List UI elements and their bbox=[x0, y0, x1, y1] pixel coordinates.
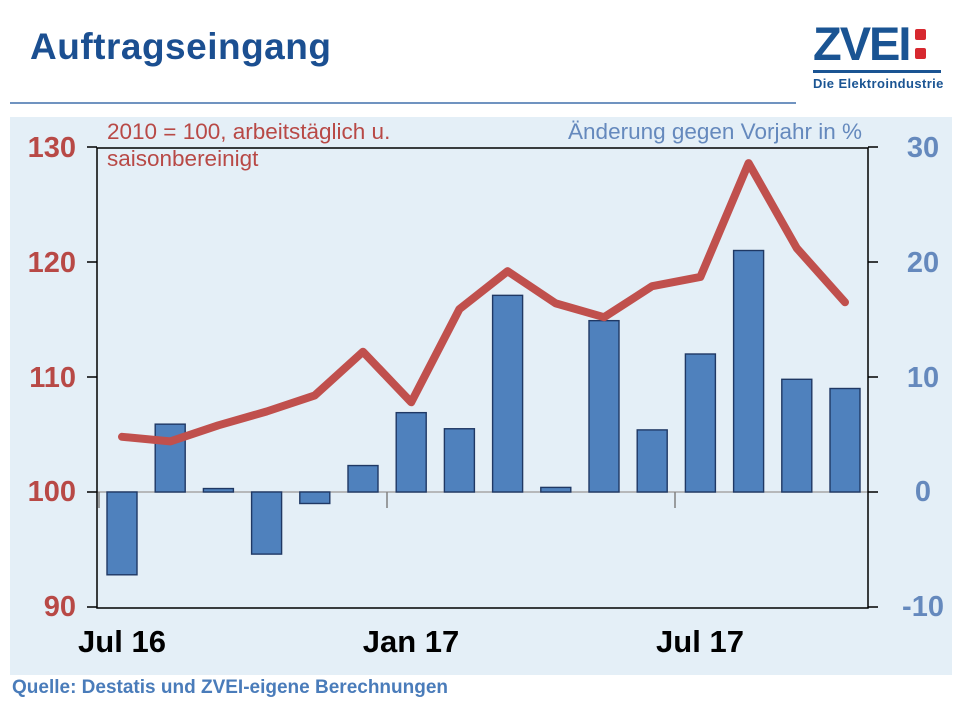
bar-Jul 16 bbox=[106, 491, 138, 576]
bar-Nov 16 bbox=[299, 491, 331, 505]
logo-rule bbox=[813, 70, 941, 73]
y-left-tick-label: 100 bbox=[27, 476, 76, 508]
x-tick-label: Jan 17 bbox=[362, 624, 460, 659]
y-right-tick-label: -10 bbox=[902, 591, 944, 623]
bar-Aug 17 bbox=[732, 249, 765, 493]
title-rule bbox=[10, 102, 796, 104]
y-left-tick-label: 90 bbox=[43, 591, 76, 623]
bar-Jul 17 bbox=[684, 353, 717, 493]
left-axis-note: 2010 = 100, arbeitstäglich u. saisonbere… bbox=[107, 119, 391, 171]
index-line bbox=[118, 159, 849, 446]
zvei-colon-icon bbox=[915, 29, 927, 59]
bar-Mrz 17 bbox=[491, 294, 524, 493]
bar-Feb 17 bbox=[443, 428, 476, 493]
y-left-tick-label: 130 bbox=[27, 132, 76, 164]
y-right-tick-label: 10 bbox=[906, 362, 940, 394]
zvei-wordmark: ZVEI bbox=[813, 17, 911, 70]
bar-Mai 17 bbox=[588, 319, 620, 493]
y-right-tick-label: 0 bbox=[914, 476, 932, 508]
y-left-tick-label: 110 bbox=[29, 362, 76, 394]
bar-Okt 17 bbox=[829, 387, 861, 493]
page-title: Auftragseingang bbox=[30, 26, 332, 67]
bar-Sep 16 bbox=[202, 487, 235, 493]
right-axis-note: Änderung gegen Vorjahr in % bbox=[568, 119, 862, 144]
chart-plot bbox=[87, 146, 878, 609]
y-right-tick-label: 30 bbox=[906, 132, 940, 164]
x-tick-label: Jul 16 bbox=[78, 624, 166, 659]
bar-Okt 16 bbox=[250, 491, 283, 555]
bar-Jan 17 bbox=[395, 411, 427, 493]
bar-Jun 17 bbox=[636, 429, 668, 493]
zvei-wordmark-row: ZVEI bbox=[813, 20, 943, 67]
bar-Sep 17 bbox=[781, 378, 813, 493]
logo-subtitle: Die Elektroindustrie bbox=[813, 76, 944, 91]
source-note: Quelle: Destatis und ZVEI-eigene Berechn… bbox=[12, 677, 449, 698]
x-tick-label: Jul 17 bbox=[656, 624, 744, 659]
bar-Apr 17 bbox=[540, 486, 572, 493]
bar-Dez 16 bbox=[347, 464, 379, 493]
plot-frame bbox=[96, 147, 869, 609]
chart-panel: 2010 = 100, arbeitstäglich u. saisonbere… bbox=[10, 117, 952, 675]
zvei-logo: ZVEI Die Elektroindustrie bbox=[813, 20, 943, 91]
y-left-tick-label: 120 bbox=[27, 247, 76, 279]
y-right-tick-label: 20 bbox=[906, 247, 940, 279]
